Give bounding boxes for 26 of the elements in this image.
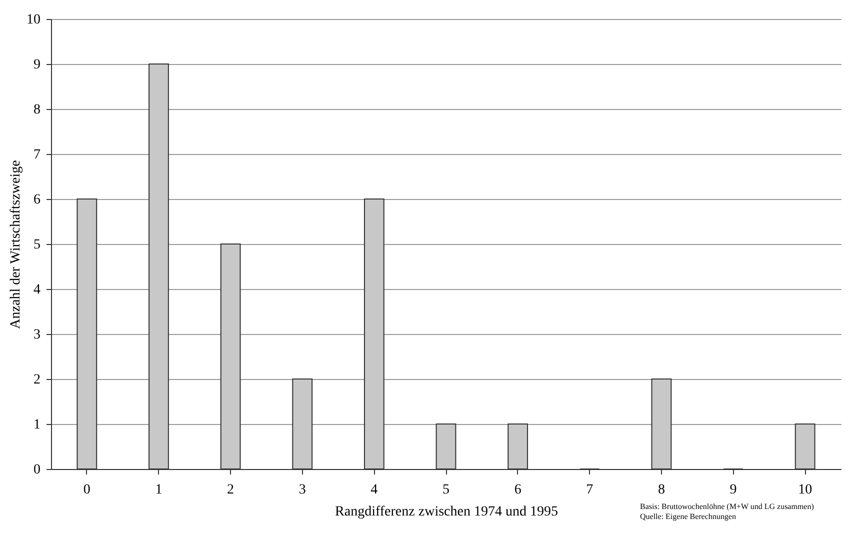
- x-tick-label: 5: [442, 482, 450, 498]
- x-tick-label: 6: [514, 482, 522, 498]
- y-tick-label: 1: [34, 418, 40, 432]
- y-tick-label: 10: [26, 12, 40, 28]
- y-tick-label: 3: [34, 328, 40, 342]
- text: Basis: Bruttowochenlöhne (M+W und LG zusammen): [640, 502, 814, 512]
- y-tick-label: 5: [34, 238, 40, 252]
- x-tick-label: 10: [798, 482, 812, 498]
- x-tick-label: 9: [730, 482, 737, 498]
- y-tick-label: 6: [34, 192, 40, 208]
- y-tick-label: 8: [34, 102, 40, 118]
- y-tick-label: 9: [34, 58, 40, 72]
- x-tick-label: 4: [370, 482, 378, 498]
- x-axis-title: Rangdifferenz zwischen 1974 und 1995: [335, 504, 558, 520]
- x-tick-label: 1: [155, 482, 162, 498]
- source-note: Quelle: Eigene Berechnungen: [640, 512, 737, 522]
- x-tick-label: 0: [83, 482, 90, 498]
- y-tick-label: 4: [34, 282, 40, 298]
- y-axis-title: Anzahl der Wirtschaftszweige: [8, 160, 24, 329]
- x-tick-label: 2: [227, 482, 234, 498]
- x-tick-label: 8: [658, 482, 665, 498]
- y-tick-label: 2: [34, 372, 40, 388]
- x-tick-label: 3: [298, 482, 306, 498]
- x-tick-label: 7: [586, 482, 594, 498]
- y-tick-label: 0: [34, 462, 40, 478]
- y-tick-label: 7: [34, 148, 40, 162]
